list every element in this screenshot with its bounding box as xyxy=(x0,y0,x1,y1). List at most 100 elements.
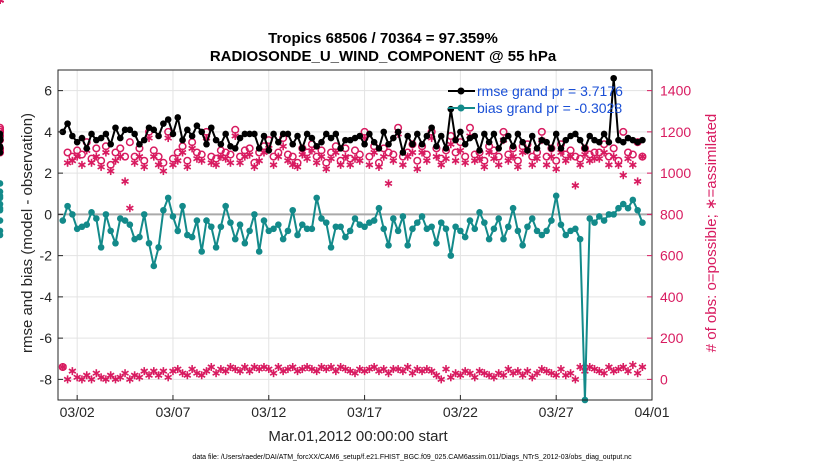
bias-point xyxy=(308,225,316,233)
bias-point xyxy=(490,225,498,233)
bias-point xyxy=(231,235,239,243)
x-tick-label-1: 03/07 xyxy=(155,404,190,420)
obs-possible-point xyxy=(590,148,599,157)
bias-point xyxy=(136,233,143,241)
rmse-point xyxy=(461,140,469,148)
bias-point xyxy=(619,200,627,208)
bias-point xyxy=(126,221,134,228)
bias-point xyxy=(370,217,378,224)
obs-count-point-stroke-2 xyxy=(514,368,522,374)
obs-assimilated-point xyxy=(269,160,278,169)
obs-count-point-stroke-2 xyxy=(365,366,374,372)
obs-count-point xyxy=(566,369,575,378)
rmse-point xyxy=(639,136,646,144)
obs-count-point-stroke-2 xyxy=(437,376,446,383)
obs-assimilated-point xyxy=(456,146,465,155)
rmse-point xyxy=(0,130,4,138)
obs-count-point-stroke-2 xyxy=(576,364,585,370)
rmse-point xyxy=(303,130,311,138)
obs-assimilated-point-stroke-2 xyxy=(365,162,374,168)
rmse-point xyxy=(356,132,364,140)
obs-assimilated-point-stroke-2 xyxy=(159,168,168,174)
bias-point xyxy=(241,239,249,247)
bias-point xyxy=(428,223,435,231)
obs-count-point xyxy=(432,371,441,380)
obs-count-point xyxy=(490,373,498,382)
obs-assimilated-point-stroke-2 xyxy=(514,164,522,170)
obs-assimilated-point-stroke-2 xyxy=(571,182,580,189)
obs-count-point xyxy=(245,367,254,376)
bias-point xyxy=(471,225,479,233)
x-axis-label: Mar.01,2012 00:00:00 start xyxy=(268,428,448,445)
bias-point xyxy=(318,215,325,222)
bias-point xyxy=(164,194,172,202)
obs-assimilated-point-stroke-2 xyxy=(130,160,139,166)
rmse-point xyxy=(88,130,95,138)
rmse-point xyxy=(394,128,402,136)
obs-count-point-stroke-2 xyxy=(274,364,283,370)
x-tick-label-4: 03/22 xyxy=(443,404,478,420)
obs-count-point xyxy=(173,365,182,374)
obs-assimilated-point-stroke-2 xyxy=(461,160,470,166)
y-right-tick-label-3: 600 xyxy=(660,248,684,264)
bias-point xyxy=(418,213,426,220)
obs-count-point-stroke-2 xyxy=(624,368,632,374)
obs-count-point-stroke-2 xyxy=(638,364,647,370)
obs-count-point-stroke-2 xyxy=(312,368,321,374)
obs-possible-point xyxy=(288,152,297,161)
obs-possible-point xyxy=(269,152,278,161)
obs-count-point xyxy=(446,373,455,382)
obs-count-point-stroke-2 xyxy=(384,370,393,376)
bias-point xyxy=(600,217,608,224)
obs-possible-point xyxy=(566,146,575,155)
obs-possible-point xyxy=(437,154,446,163)
obs-count-point xyxy=(154,371,163,380)
obs-count-point-stroke-2 xyxy=(360,368,369,374)
obs-assimilated-point-stroke-2 xyxy=(164,135,173,141)
rmse-point xyxy=(404,132,411,140)
obs-possible-point xyxy=(173,148,182,157)
rmse-point xyxy=(380,128,388,136)
obs-possible-point xyxy=(504,150,513,159)
obs-possible-point xyxy=(537,127,546,136)
bias-point xyxy=(476,209,483,216)
obs-count-point xyxy=(442,365,450,374)
obs-assimilated-point xyxy=(78,160,86,169)
obs-count-point-stroke-2 xyxy=(379,366,388,372)
obs-count-point xyxy=(269,369,278,378)
obs-possible-point xyxy=(168,154,178,163)
rmse-point xyxy=(284,130,292,138)
obs-count-point-stroke-2 xyxy=(509,370,517,376)
bias-point xyxy=(519,242,526,249)
bias-point xyxy=(193,217,201,224)
rmse-point xyxy=(136,140,143,148)
obs-count-point xyxy=(68,367,77,376)
obs-assimilated-point xyxy=(628,160,637,169)
obs-possible-point xyxy=(595,148,604,157)
obs-assimilated-point-stroke-2 xyxy=(355,158,364,164)
rmse-point xyxy=(0,136,4,144)
rmse-point xyxy=(442,145,450,152)
obs-possible-point xyxy=(355,150,364,159)
obs-count-point-stroke-2 xyxy=(375,368,383,374)
obs-count-point-stroke-2 xyxy=(255,366,264,372)
obs-count-point xyxy=(533,369,541,378)
obs-assimilated-point-stroke-2 xyxy=(389,158,398,164)
obs-possible-point xyxy=(322,158,331,167)
y-right-tick-label-6: 1200 xyxy=(660,124,691,140)
bias-point xyxy=(212,244,220,251)
obs-assimilated-point xyxy=(125,204,134,213)
bias-point xyxy=(93,215,100,222)
obs-assimilated-point-stroke-2 xyxy=(308,147,316,154)
obs-assimilated-point-stroke-2 xyxy=(480,164,489,170)
rmse-point xyxy=(576,136,584,144)
bias-point xyxy=(624,204,632,212)
obs-count-point-stroke-2 xyxy=(279,368,288,374)
obs-possible-point xyxy=(274,148,283,157)
bias-point xyxy=(500,235,507,243)
bias-point xyxy=(361,223,368,231)
rmse-point xyxy=(528,132,536,140)
rmse-point xyxy=(557,145,565,152)
bias-point xyxy=(145,239,153,247)
obs-count-point xyxy=(78,375,86,384)
